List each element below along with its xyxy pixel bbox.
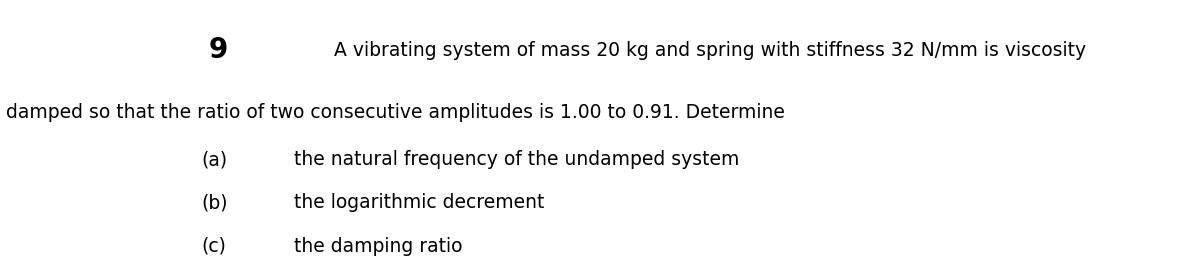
Text: (a): (a) [202, 150, 228, 169]
Text: the damping ratio: the damping ratio [294, 237, 462, 255]
Text: damped so that the ratio of two consecutive amplitudes is 1.00 to 0.91. Determin: damped so that the ratio of two consecut… [6, 103, 785, 122]
Text: the natural frequency of the undamped system: the natural frequency of the undamped sy… [294, 150, 739, 169]
Text: the logarithmic decrement: the logarithmic decrement [294, 193, 545, 212]
Text: A vibrating system of mass 20 kg and spring with stiffness 32 N/mm is viscosity: A vibrating system of mass 20 kg and spr… [334, 41, 1086, 59]
Text: Example 1: Example 1 [124, 43, 216, 58]
Text: (b): (b) [202, 193, 228, 212]
Text: (c): (c) [202, 237, 227, 255]
Text: 9: 9 [209, 36, 228, 64]
